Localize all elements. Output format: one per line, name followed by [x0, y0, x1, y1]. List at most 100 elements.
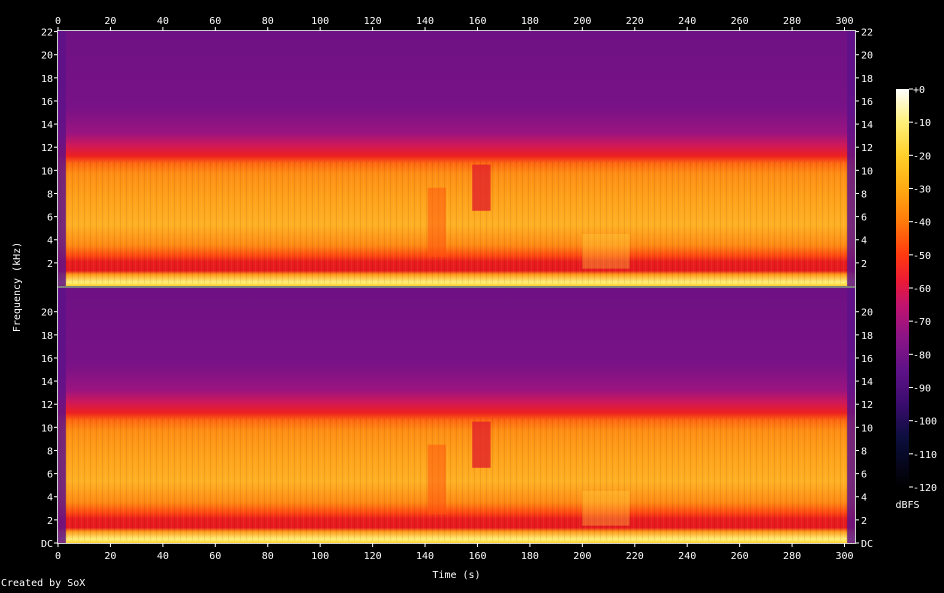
- y-tick-label-right: 12: [861, 143, 873, 154]
- x-tick-label-top: 120: [364, 16, 382, 27]
- bright-200s: [582, 490, 630, 526]
- y-tick-label-right: 16: [861, 354, 873, 365]
- y-tick-label-right: 10: [861, 166, 873, 177]
- colorbar-tick-label: -40: [913, 218, 931, 229]
- colorbar-tick-label: -30: [913, 185, 931, 196]
- x-tick-label-bottom: 0: [55, 551, 61, 562]
- y-tick-label-right: 14: [861, 120, 873, 131]
- y-tick-label-left: 10: [41, 423, 53, 434]
- y-tick-label-left: 16: [41, 354, 53, 365]
- y-tick-label-left: 22: [41, 28, 53, 39]
- colorbar-tick-label: -100: [913, 417, 937, 428]
- x-tick-label-top: 0: [55, 16, 61, 27]
- x-tick-label-top: 240: [678, 16, 696, 27]
- y-tick-label-left: 6: [47, 470, 53, 481]
- colorbar-tick-label: -90: [913, 384, 931, 395]
- silence-start: [58, 31, 66, 286]
- y-tick-label-left: 10: [41, 166, 53, 177]
- colorbar: [896, 89, 909, 487]
- x-tick-label-bottom: 40: [157, 551, 169, 562]
- x-tick-label-top: 200: [573, 16, 591, 27]
- y-tick-label-left: 20: [41, 51, 53, 62]
- y-axis-title: Frequency (kHz): [12, 242, 23, 332]
- y-tick-label-right: 6: [861, 213, 867, 224]
- y-tick-label-right: 14: [861, 377, 873, 388]
- x-tick-label-top: 160: [468, 16, 486, 27]
- x-tick-label-bottom: 260: [731, 551, 749, 562]
- x-tick-label-bottom: 80: [262, 551, 274, 562]
- y-tick-label-right: 12: [861, 400, 873, 411]
- y-tick-label-left: 18: [41, 74, 53, 85]
- silence-end: [847, 31, 855, 286]
- channel-2-texture: [58, 418, 855, 541]
- y-tick-label-right: 20: [861, 51, 873, 62]
- colorbar-tick-label: -70: [913, 317, 931, 328]
- y-tick-label-left: 2: [47, 259, 53, 270]
- y-tick-label-right: 2: [861, 516, 867, 527]
- silence-start: [58, 288, 66, 543]
- y-tick-label-right: 8: [861, 446, 867, 457]
- x-tick-label-top: 280: [783, 16, 801, 27]
- notch-160s: [472, 421, 491, 468]
- y-tick-label-left: 4: [47, 493, 53, 504]
- y-tick-label-left: 14: [41, 120, 53, 131]
- y-tick-label-left: 8: [47, 446, 53, 457]
- notch-160s: [472, 164, 491, 211]
- colorbar-label: dBFS: [895, 500, 919, 511]
- y-tick-label-left: 20: [41, 308, 53, 319]
- x-tick-label-top: 300: [835, 16, 853, 27]
- y-tick-label-right: 4: [861, 236, 867, 247]
- x-tick-label-top: 60: [209, 16, 221, 27]
- channel-2-spectrogram: [58, 288, 855, 543]
- y-tick-label-right: 16: [861, 97, 873, 108]
- channel-1-texture: [58, 161, 855, 284]
- x-tick-label-bottom: 140: [416, 551, 434, 562]
- x-tick-label-top: 140: [416, 16, 434, 27]
- x-tick-label-top: 100: [311, 16, 329, 27]
- x-tick-label-bottom: 60: [209, 551, 221, 562]
- y-tick-label-right: 18: [861, 331, 873, 342]
- colorbar-tick-label: -60: [913, 284, 931, 295]
- x-tick-label-bottom: 200: [573, 551, 591, 562]
- colorbar-tick-label: -110: [913, 450, 937, 461]
- x-tick-label-bottom: 220: [626, 551, 644, 562]
- y-tick-label-left: 14: [41, 377, 53, 388]
- y-tick-label-right: 18: [861, 74, 873, 85]
- y-tick-label-right: 6: [861, 470, 867, 481]
- x-tick-label-bottom: 180: [521, 551, 539, 562]
- y-tick-label-left: DC: [41, 539, 53, 550]
- colorbar-tick-label: -20: [913, 151, 931, 162]
- y-tick-label-left: 4: [47, 236, 53, 247]
- y-tick-label-right: 4: [861, 493, 867, 504]
- x-tick-label-top: 20: [104, 16, 116, 27]
- y-tick-label-left: 18: [41, 331, 53, 342]
- bright-200s: [582, 233, 630, 269]
- y-tick-label-right: 2: [861, 259, 867, 270]
- x-tick-label-bottom: 280: [783, 551, 801, 562]
- section-142s: [427, 187, 447, 258]
- colorbar-tick-label: -50: [913, 251, 931, 262]
- silence-end: [847, 288, 855, 543]
- x-tick-label-bottom: 100: [311, 551, 329, 562]
- channel-1-spectrogram: [58, 31, 855, 286]
- y-tick-label-left: 8: [47, 189, 53, 200]
- plot-frame: [57, 30, 856, 544]
- x-tick-label-top: 80: [262, 16, 274, 27]
- y-tick-label-left: 6: [47, 213, 53, 224]
- x-tick-label-bottom: 240: [678, 551, 696, 562]
- colorbar-tick-label: -10: [913, 118, 931, 129]
- colorbar-tick-label: +0: [913, 85, 925, 96]
- x-tick-label-bottom: 120: [364, 551, 382, 562]
- y-tick-label-right: 10: [861, 423, 873, 434]
- y-tick-label-right: DC: [861, 539, 873, 550]
- y-tick-label-left: 12: [41, 400, 53, 411]
- colorbar-tick-label: -120: [913, 483, 937, 494]
- y-tick-label-right: 8: [861, 189, 867, 200]
- x-tick-label-top: 260: [731, 16, 749, 27]
- x-tick-label-top: 180: [521, 16, 539, 27]
- x-tick-label-bottom: 160: [468, 551, 486, 562]
- colorbar-tick-label: -80: [913, 350, 931, 361]
- x-tick-label-top: 40: [157, 16, 169, 27]
- x-tick-label-bottom: 300: [835, 551, 853, 562]
